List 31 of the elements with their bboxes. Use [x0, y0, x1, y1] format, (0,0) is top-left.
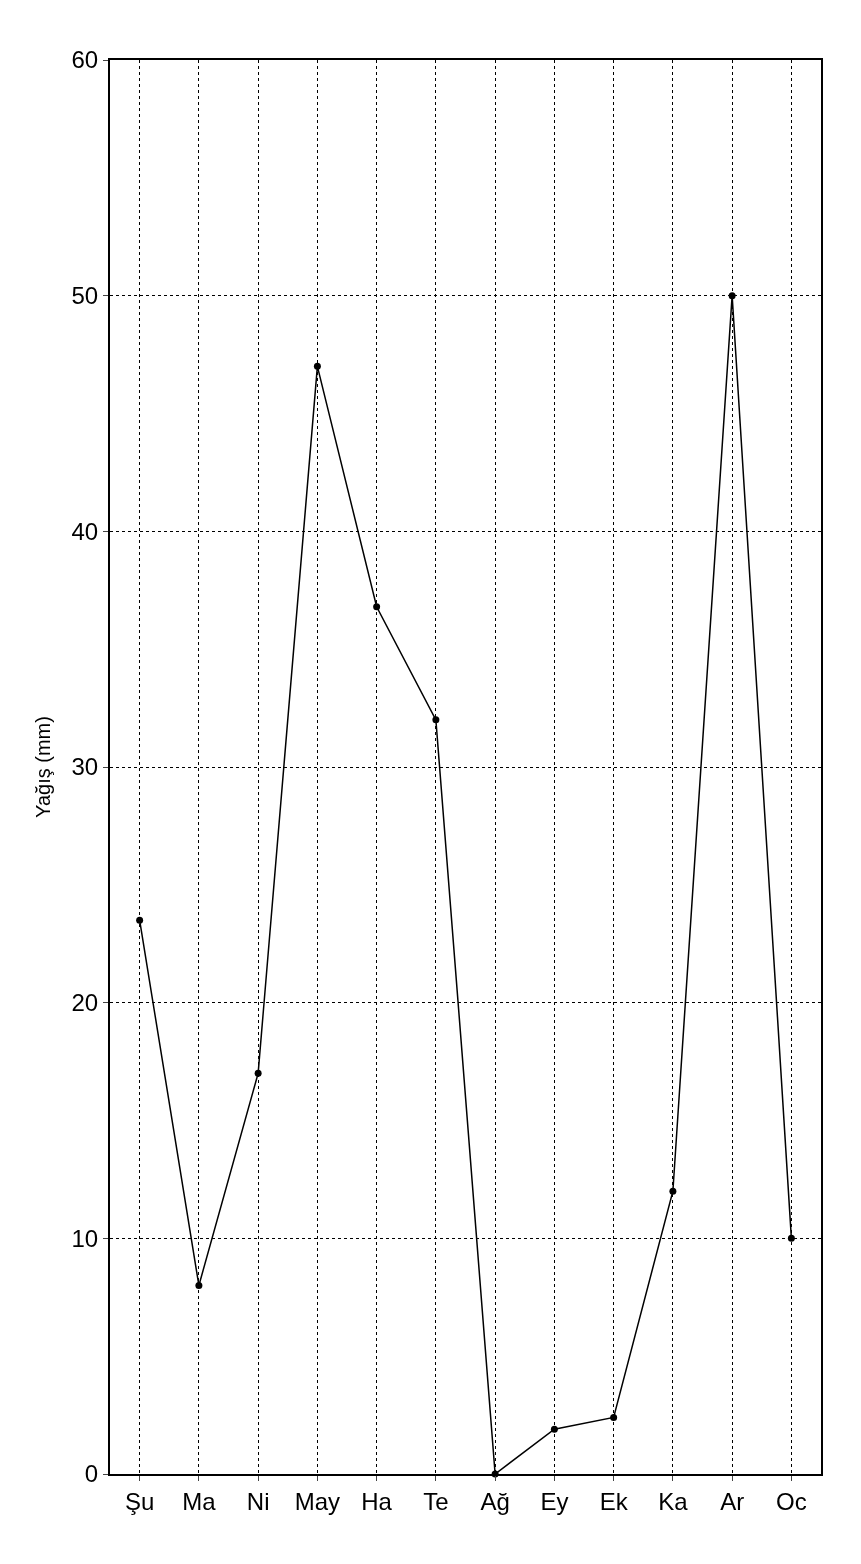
point	[432, 716, 440, 724]
y-tick-label: 0	[84, 1460, 99, 1488]
x-tick-label: Ha	[361, 1487, 393, 1515]
x-tick-label: May	[294, 1487, 341, 1515]
y-tick-label: 10	[71, 1224, 99, 1252]
point	[669, 1187, 677, 1195]
x-tick-label: Şu	[124, 1487, 155, 1515]
y-tick-label: 40	[71, 517, 99, 545]
point	[136, 916, 144, 924]
x-tick-label: Oc	[776, 1487, 807, 1515]
y-tick-label: 50	[71, 282, 99, 310]
y-tick-label: 30	[71, 753, 99, 781]
point	[313, 362, 321, 370]
x-tick-label: Te	[423, 1487, 449, 1515]
point	[610, 1413, 618, 1421]
y-axis-title: Yağış (mm)	[32, 716, 55, 818]
point	[550, 1425, 558, 1433]
x-tick-label: Ek	[599, 1487, 629, 1515]
x-tick-label: Ar	[720, 1487, 745, 1515]
point	[728, 292, 736, 300]
x-tick-label: Ağ	[480, 1487, 510, 1515]
y-tick-label: 60	[71, 46, 99, 74]
y-tick-label: 20	[71, 989, 99, 1017]
x-tick-label: Ni	[246, 1487, 270, 1515]
x-tick-label: Ka	[658, 1487, 689, 1515]
x-tick-label: Ma	[182, 1487, 217, 1515]
point	[195, 1281, 203, 1289]
x-tick-label: Ey	[540, 1487, 569, 1515]
point	[373, 603, 381, 611]
point	[254, 1069, 262, 1077]
point	[787, 1234, 795, 1242]
